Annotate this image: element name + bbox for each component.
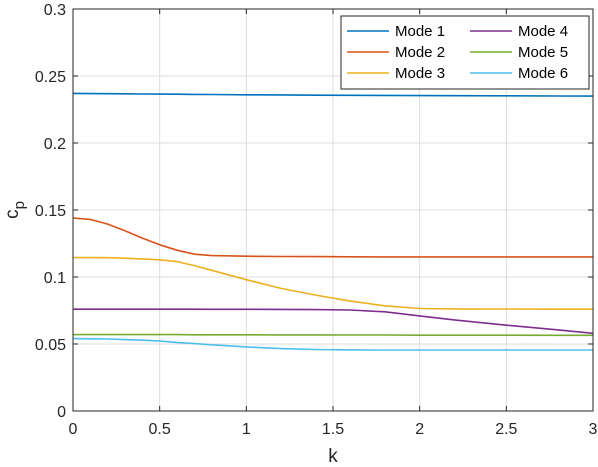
y-axis-label-subscript: p [11,201,28,209]
y-tick-label: 0.05 [35,337,66,354]
x-tick-label: 2 [415,421,424,438]
legend-label-mode-2: Mode 2 [395,44,445,61]
x-tick-label: 0 [69,421,78,438]
y-tick-label: 0.2 [44,136,66,153]
y-axis-label: cp [2,201,28,219]
series-line-mode-1 [72,92,594,97]
legend-label-mode-3: Mode 3 [395,65,445,82]
y-axis-label-main: c [2,209,23,219]
y-tick-label: 0.25 [35,69,66,86]
x-tick-label: 3 [589,421,598,438]
y-tick-label: 0 [57,404,66,421]
series-line-mode-2 [72,217,593,258]
legend-label-mode-5: Mode 5 [518,44,568,61]
series-line-mode-5 [73,333,593,337]
x-tick-label: 1.5 [322,421,344,438]
legend-label-mode-6: Mode 6 [518,65,568,82]
series-line-mode-6 [72,337,593,351]
tick-labels: 0 0.5 1 1.5 2 2.5 3 0 0.05 0.1 0.15 0.2 0.25 0.3 [35,2,598,438]
axis-ticks [72,8,594,412]
y-tick-label: 0.1 [44,270,66,287]
legend: Mode 1 Mode 4 Mode 2 Mode 5 Mode 3 Mode 6 [340,15,590,90]
y-tick-label: 0.15 [35,203,66,220]
legend-label-mode-1: Mode 1 [395,23,445,40]
legend-label-mode-4: Mode 4 [518,23,568,40]
series-line-mode-4 [73,308,594,335]
x-tick-label: 1 [242,421,251,438]
x-tick-label: 2.5 [495,421,517,438]
x-tick-label: 0.5 [149,421,171,438]
y-tick-label: 0.3 [44,2,66,19]
series-line-mode-3 [73,256,593,311]
series-lines [72,92,594,351]
x-axis-label: k [328,446,338,467]
